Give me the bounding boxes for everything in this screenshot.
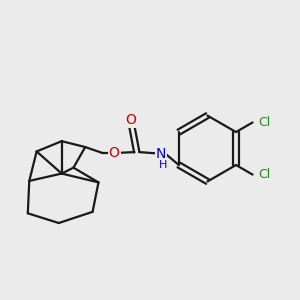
Text: O: O xyxy=(125,113,136,127)
Text: Cl: Cl xyxy=(258,116,270,129)
Text: O: O xyxy=(109,146,119,160)
Text: H: H xyxy=(159,160,168,170)
Text: N: N xyxy=(156,146,166,161)
Text: Cl: Cl xyxy=(258,168,270,181)
